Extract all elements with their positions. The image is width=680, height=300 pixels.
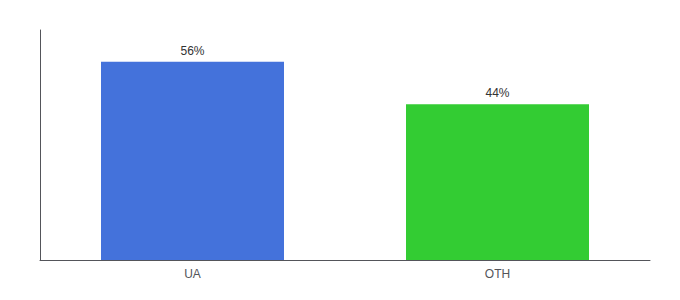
svg-text:56%: 56% [180, 44, 204, 58]
svg-text:44%: 44% [485, 86, 509, 100]
svg-text:UA: UA [184, 267, 201, 281]
svg-text:OTH: OTH [485, 267, 510, 281]
